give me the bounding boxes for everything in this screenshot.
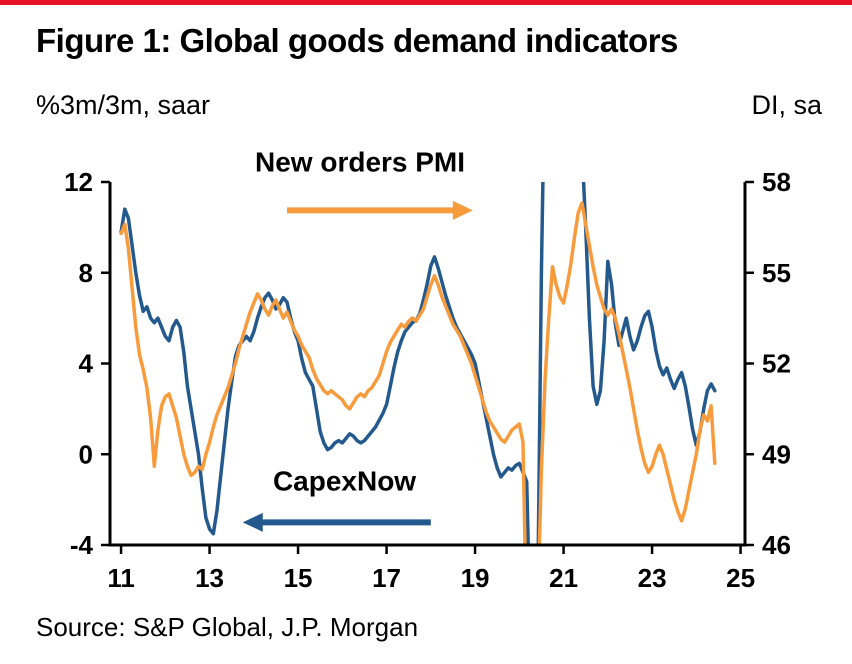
left-axis-tick-label: 8 <box>79 258 93 288</box>
right-axis-tick-label: 58 <box>762 167 791 197</box>
x-axis-tick-label: 13 <box>195 563 224 593</box>
capexnow-annotation-label: CapexNow <box>273 465 416 496</box>
figure-title: Figure 1: Global goods demand indicators <box>36 22 678 59</box>
x-axis-tick-label: 11 <box>107 563 135 593</box>
right-axis-title: DI, sa <box>751 90 822 120</box>
right-axis-tick-label: 55 <box>762 258 791 288</box>
left-axis-tick-label: 4 <box>79 349 94 379</box>
new-orders-pmi-annotation-arrow-head <box>452 200 473 220</box>
x-axis-tick-label: 21 <box>549 563 578 593</box>
left-axis-title: %3m/3m, saar <box>36 90 211 120</box>
x-axis-tick-label: 17 <box>372 563 401 593</box>
top-red-rule <box>0 0 852 5</box>
x-axis-tick-label: 25 <box>726 563 755 593</box>
series-new-orders-pmi-line <box>119 201 717 545</box>
capexnow-annotation-arrow-head <box>242 512 263 532</box>
axis-title-row: %3m/3m, saar DI, sa <box>36 90 822 121</box>
right-axis-tick-label: 52 <box>762 349 791 379</box>
left-axis-tick-label: 0 <box>79 439 93 469</box>
left-axis-tick-label: 12 <box>64 167 93 197</box>
x-axis-tick-label: 19 <box>461 563 490 593</box>
new-orders-pmi-annotation-label: New orders PMI <box>255 147 465 178</box>
chart-svg: -4 0 4 8 12 46 49 52 55 58 11 13 15 17 19 21 23 25 New ord… <box>64 147 791 593</box>
x-axis-tick-label: 23 <box>638 563 667 593</box>
x-axis-tick-label: 15 <box>284 563 313 593</box>
right-axis-tick-label: 46 <box>762 530 791 560</box>
left-axis-tick-label: -4 <box>70 530 94 560</box>
source-note: Source: S&P Global, J.P. Morgan <box>36 612 419 642</box>
right-axis-tick-label: 49 <box>762 439 791 469</box>
